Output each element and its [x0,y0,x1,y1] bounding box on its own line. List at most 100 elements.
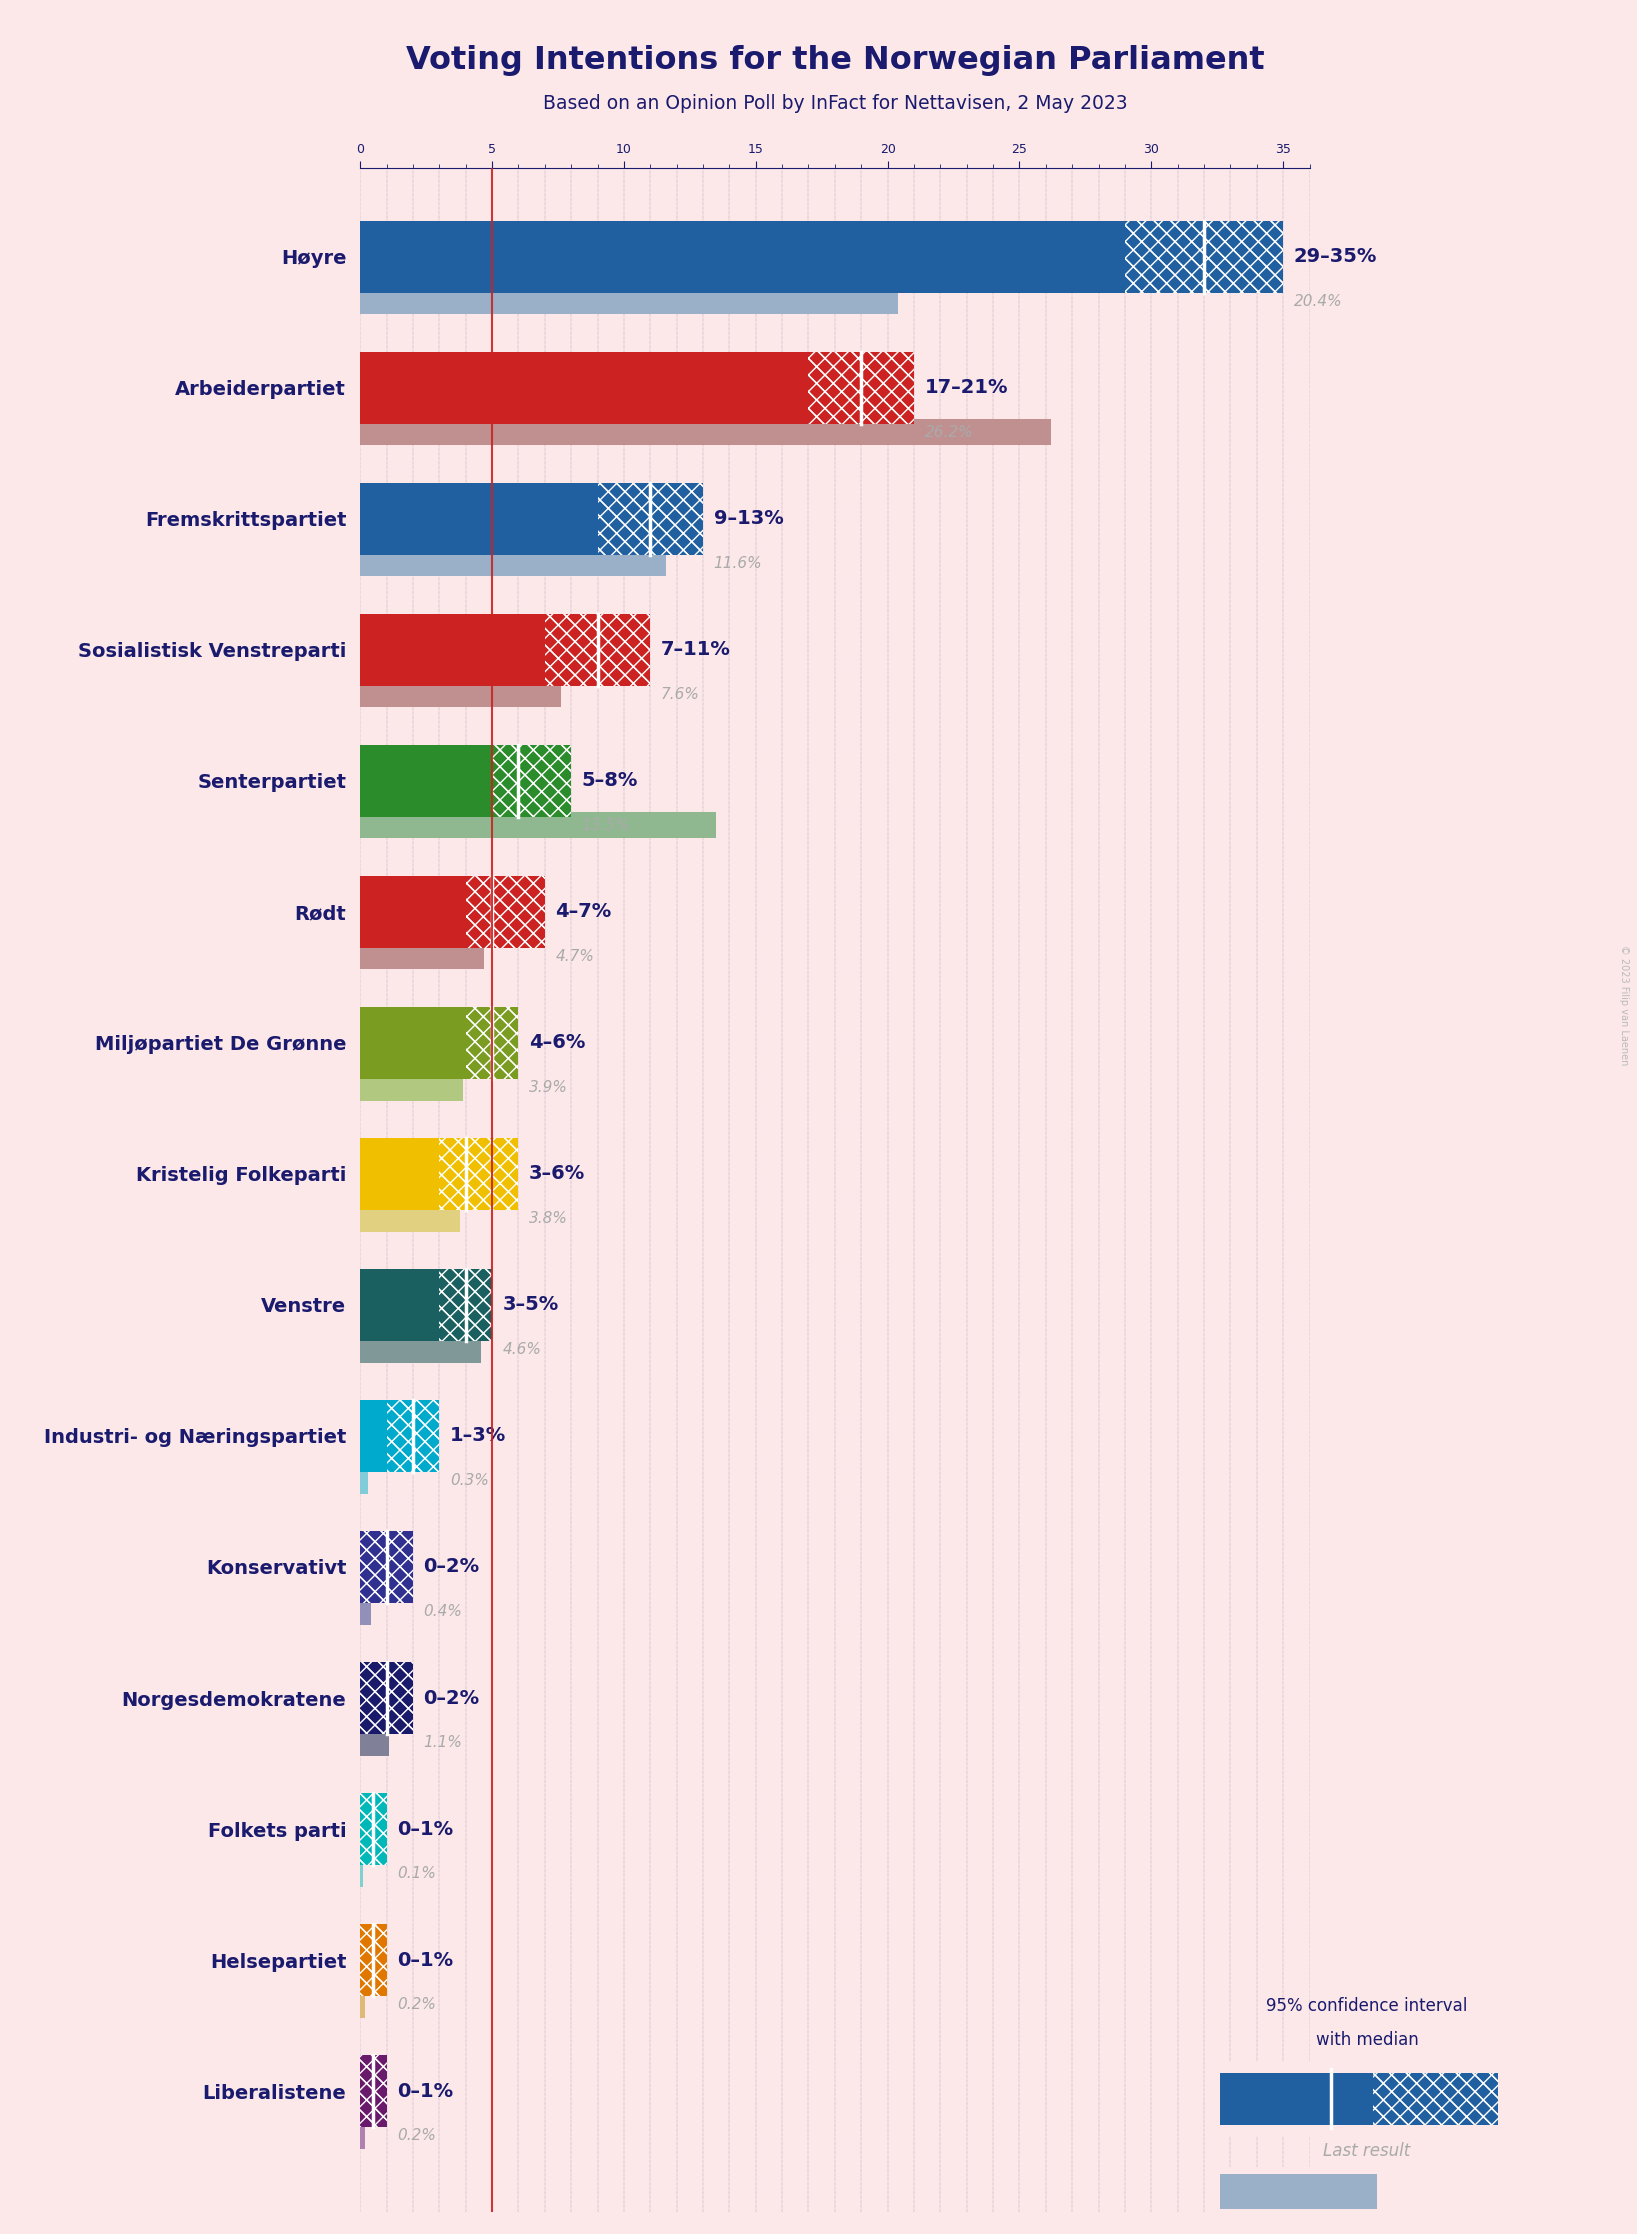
Text: 3.9%: 3.9% [529,1079,568,1095]
Bar [360,1137,439,1211]
Bar [809,351,913,424]
Bar [360,744,493,818]
Text: 3.8%: 3.8% [529,1211,568,1226]
Text: Based on an Opinion Poll by InFact for Nettavisen, 2 May 2023: Based on an Opinion Poll by InFact for N… [542,94,1128,114]
Text: 0–1%: 0–1% [398,1818,453,1839]
Bar [360,1794,386,1865]
Bar [360,1600,370,1624]
Text: 0.1%: 0.1% [398,1865,435,1881]
Bar [360,1794,386,1865]
Bar [360,1729,390,1756]
Bar [360,1530,413,1604]
Bar [493,744,571,818]
Bar [1373,2073,1498,2125]
Bar [360,1662,413,1734]
Bar [809,351,913,424]
Bar [386,1401,439,1472]
Text: 17–21%: 17–21% [925,378,1008,398]
Text: 20.4%: 20.4% [1293,293,1342,308]
Bar [598,483,702,554]
Bar [360,2122,365,2149]
Text: 11.6%: 11.6% [714,556,763,570]
Bar [360,1861,363,1888]
Text: 0–1%: 0–1% [398,2082,453,2100]
Bar [1373,2073,1498,2125]
Text: 95% confidence interval: 95% confidence interval [1265,1997,1468,2015]
Text: 7.6%: 7.6% [661,686,699,701]
Bar [360,221,1125,293]
Bar [1125,221,1283,293]
Text: 5–8%: 5–8% [581,771,638,791]
Bar [360,1075,463,1101]
Bar [360,2055,386,2127]
Bar [598,483,702,554]
Bar [465,1008,519,1079]
Bar [360,813,717,838]
Text: 0.2%: 0.2% [398,1997,435,2013]
Text: 1.1%: 1.1% [424,1736,462,1749]
Text: 4–7%: 4–7% [555,903,612,920]
Bar [465,1008,519,1079]
Bar [360,1008,465,1079]
Text: 0–2%: 0–2% [424,1557,480,1577]
Bar [360,614,545,686]
Text: 0.3%: 0.3% [450,1472,489,1488]
Text: 3–5%: 3–5% [503,1296,558,1314]
Bar [809,351,913,424]
Bar [360,1990,365,2017]
Text: 3–6%: 3–6% [529,1164,584,1184]
Bar [1220,2174,1377,2209]
Bar [1125,221,1283,293]
Bar [439,1137,519,1211]
Bar [360,288,899,315]
Bar [465,876,545,947]
Text: 29–35%: 29–35% [1293,248,1377,266]
Bar [360,1468,368,1495]
Text: 7–11%: 7–11% [661,641,730,659]
Bar [386,1401,439,1472]
Bar [360,1530,413,1604]
Text: 0–1%: 0–1% [398,1950,453,1970]
Bar [439,1269,493,1340]
Bar [360,2055,386,2127]
Bar [360,483,598,554]
Bar [545,614,650,686]
Text: 4–6%: 4–6% [529,1034,586,1052]
Text: Voting Intentions for the Norwegian Parliament: Voting Intentions for the Norwegian Parl… [406,45,1264,76]
Bar [360,681,560,708]
Bar [360,420,1051,445]
Bar [598,483,702,554]
Text: 4.6%: 4.6% [503,1343,542,1356]
Bar [360,1923,386,1997]
Text: Last result: Last result [1323,2142,1411,2160]
Text: 13.5%: 13.5% [581,818,630,833]
Bar [465,876,545,947]
Bar [360,1206,460,1231]
Text: 0.2%: 0.2% [398,2129,435,2142]
Text: 0.4%: 0.4% [424,1604,462,1620]
Bar [465,1008,519,1079]
Bar [386,1401,439,1472]
Bar [360,943,485,970]
Bar [360,1336,481,1363]
Bar [360,1923,386,1997]
Text: © 2023 Filip van Laenen: © 2023 Filip van Laenen [1619,945,1629,1066]
Bar [360,2055,386,2127]
Text: 1–3%: 1–3% [450,1428,506,1445]
Bar [1125,221,1283,293]
Bar [493,744,571,818]
Bar [360,1662,413,1734]
Bar [360,550,666,576]
Bar [360,876,465,947]
Bar [360,1269,439,1340]
Text: with median: with median [1316,2031,1418,2049]
Bar [493,744,571,818]
Bar [545,614,650,686]
Bar [439,1137,519,1211]
Text: 4.7%: 4.7% [555,949,594,963]
Text: 26.2%: 26.2% [925,424,972,440]
Bar [545,614,650,686]
Bar [360,1794,386,1865]
Bar [360,1923,386,1997]
Bar [439,1269,493,1340]
